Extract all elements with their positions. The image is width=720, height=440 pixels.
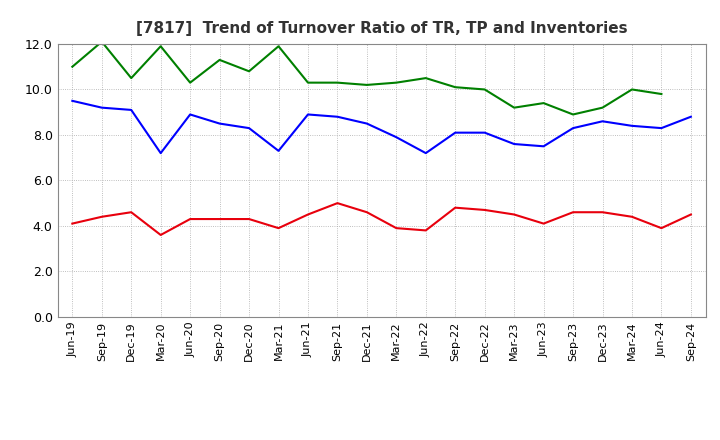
Title: [7817]  Trend of Turnover Ratio of TR, TP and Inventories: [7817] Trend of Turnover Ratio of TR, TP… <box>136 21 627 36</box>
Legend: Trade Receivables, Trade Payables, Inventories: Trade Receivables, Trade Payables, Inven… <box>151 438 612 440</box>
